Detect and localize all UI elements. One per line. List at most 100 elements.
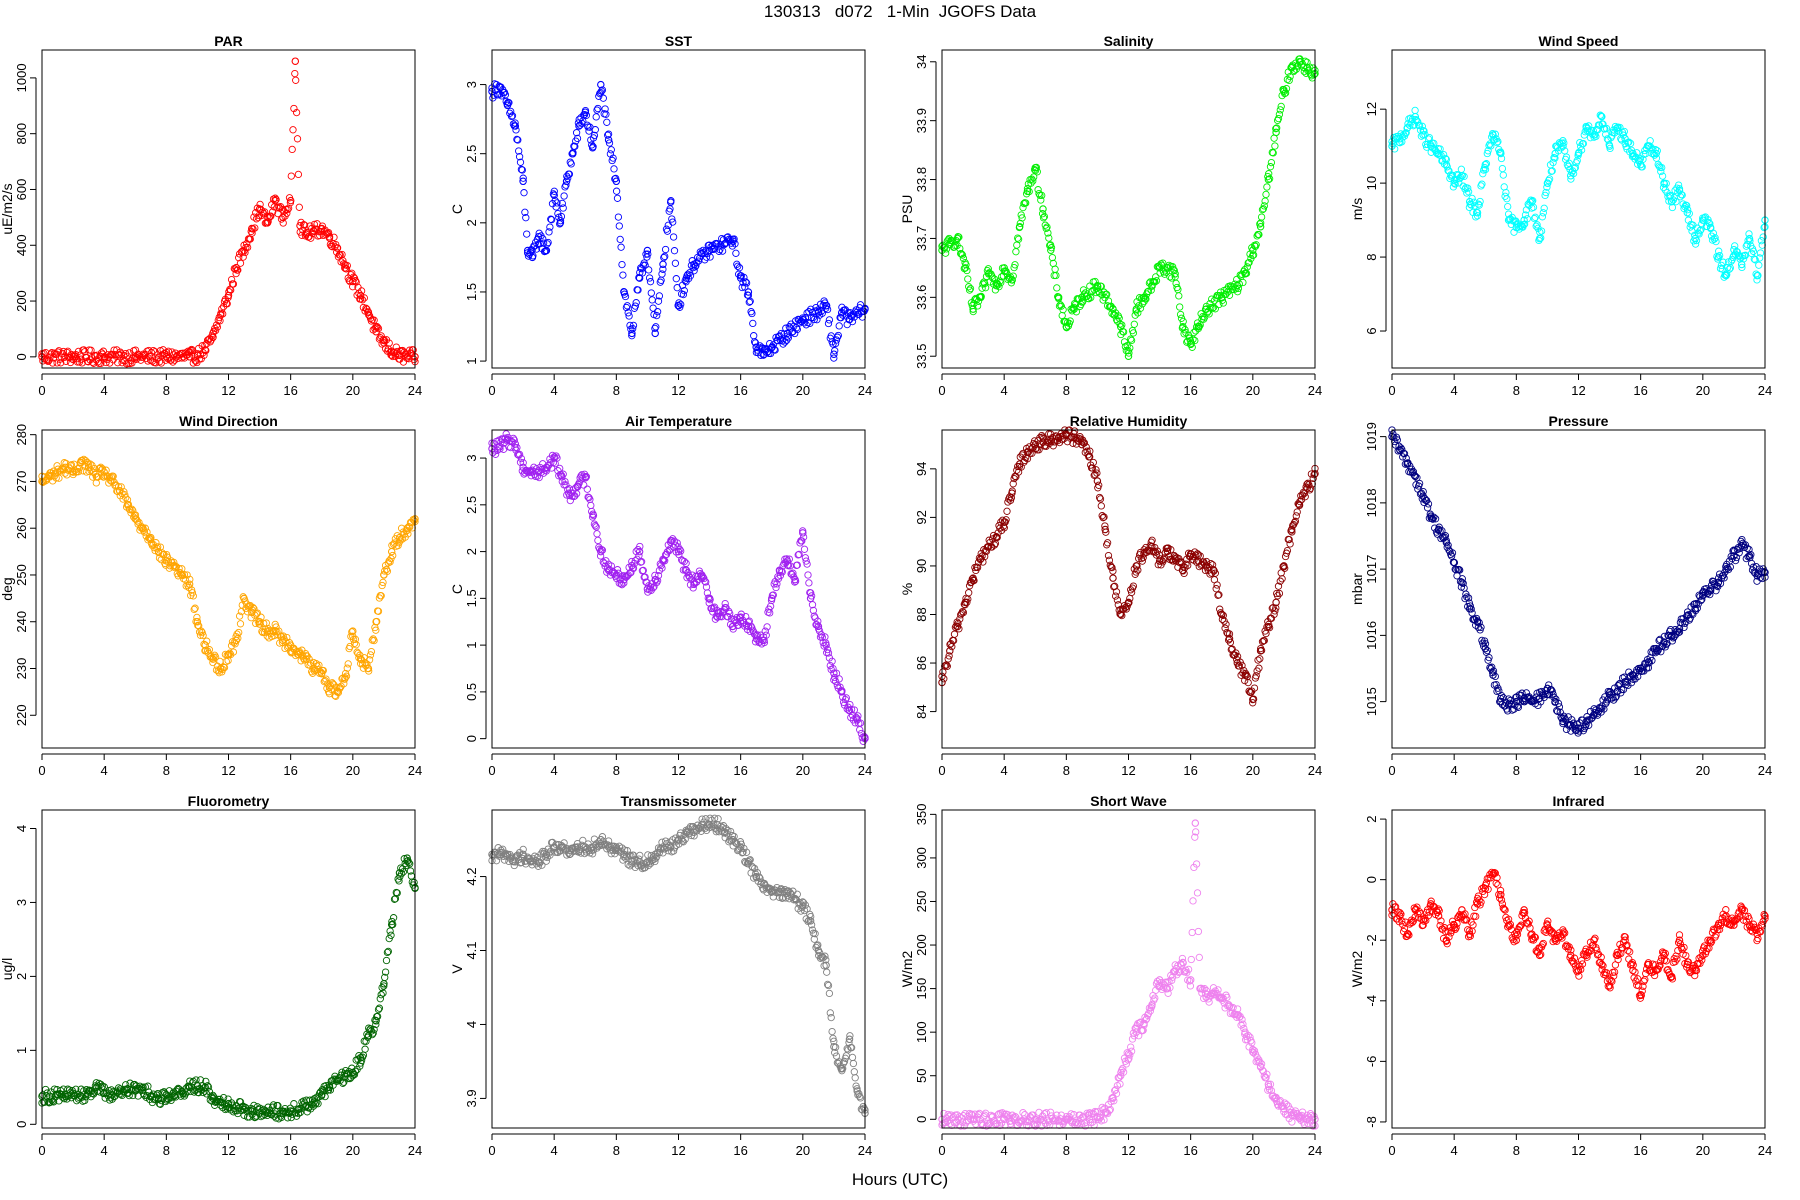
data-point [791, 575, 799, 584]
data-point [217, 1101, 225, 1110]
data-point [605, 139, 614, 147]
data-point [289, 126, 297, 134]
data-point [268, 208, 277, 216]
data-point [1683, 611, 1692, 620]
data-point [705, 594, 714, 603]
data-point [1092, 466, 1100, 474]
data-point [1753, 271, 1761, 280]
data-point [365, 656, 374, 664]
data-point [1626, 139, 1635, 148]
data-point [1528, 197, 1536, 206]
data-point [1475, 201, 1483, 209]
data-point [1712, 237, 1720, 246]
x-tick-label: 16 [733, 1143, 747, 1158]
data-point [1537, 234, 1545, 242]
data-point [224, 650, 233, 659]
data-point [610, 165, 618, 173]
data-point [715, 247, 723, 255]
y-tick-label: 2 [464, 219, 479, 226]
data-point [1303, 63, 1311, 72]
data-point [763, 623, 771, 631]
y-tick-label: 0.5 [464, 683, 479, 701]
data-point [1493, 138, 1501, 147]
data-point [830, 354, 838, 362]
data-point [356, 291, 365, 300]
data-point [1272, 125, 1280, 133]
data-point [556, 220, 564, 228]
data-point [653, 311, 661, 320]
data-point [1478, 180, 1486, 188]
data-point [573, 482, 582, 490]
data-point [302, 230, 310, 238]
data-point [845, 706, 854, 715]
data-point [1124, 598, 1133, 607]
x-tick-label: 16 [1633, 383, 1647, 398]
data-point [518, 166, 526, 174]
data-point [1532, 222, 1540, 230]
data-point [380, 980, 388, 988]
data-point [1245, 687, 1253, 695]
data-point [271, 194, 279, 202]
data-point [523, 246, 532, 255]
data-point [122, 1081, 130, 1089]
data-point [170, 561, 178, 570]
x-tick-label: 24 [408, 383, 422, 398]
data-point [1184, 561, 1192, 570]
data-point [705, 246, 714, 255]
data-point [380, 335, 388, 344]
data-point [1132, 562, 1141, 570]
data-point [554, 467, 562, 475]
data-point [386, 558, 394, 566]
data-point [193, 613, 201, 622]
data-point [1520, 694, 1528, 703]
data-point [768, 594, 776, 603]
data-point [1715, 251, 1724, 260]
data-point [373, 322, 381, 331]
data-point [635, 547, 644, 556]
data-point [680, 287, 688, 295]
data-point [1423, 504, 1432, 512]
data-point [229, 280, 238, 288]
y-tick-label: 3 [464, 81, 479, 88]
data-point [965, 283, 973, 291]
data-point [1621, 134, 1629, 143]
data-point [1039, 205, 1047, 213]
data-point [833, 333, 842, 341]
data-point [851, 1074, 859, 1082]
data-point [768, 887, 776, 896]
data-point [403, 353, 411, 361]
data-point [271, 1107, 279, 1115]
x-tick-label: 12 [1571, 383, 1585, 398]
data-point [382, 956, 391, 965]
data-point [125, 505, 133, 513]
data-point [1702, 584, 1710, 593]
data-point [385, 557, 393, 565]
data-point [641, 261, 649, 269]
data-point [141, 524, 149, 532]
data-point [377, 991, 385, 999]
y-tick-label: 1.5 [464, 283, 479, 301]
data-point [647, 289, 655, 297]
data-point [284, 1114, 292, 1122]
data-point [1111, 592, 1120, 600]
data-point [287, 172, 295, 180]
data-point [1494, 137, 1502, 146]
data-point [853, 1087, 861, 1095]
data-point [1000, 524, 1008, 532]
data-point [1139, 553, 1147, 562]
data-point [659, 260, 667, 269]
chart-title: SST [665, 33, 693, 49]
x-tick-label: 8 [1063, 763, 1070, 778]
data-point [67, 350, 76, 359]
data-point [325, 233, 334, 241]
data-point [713, 613, 722, 621]
data-point [333, 688, 342, 696]
data-points [488, 430, 869, 745]
data-point [558, 199, 566, 208]
data-point [1305, 481, 1313, 489]
data-point [1695, 230, 1703, 238]
data-point [690, 260, 698, 269]
x-tick-label: 8 [1063, 383, 1070, 398]
data-point [1668, 637, 1677, 645]
data-point [1009, 480, 1017, 488]
